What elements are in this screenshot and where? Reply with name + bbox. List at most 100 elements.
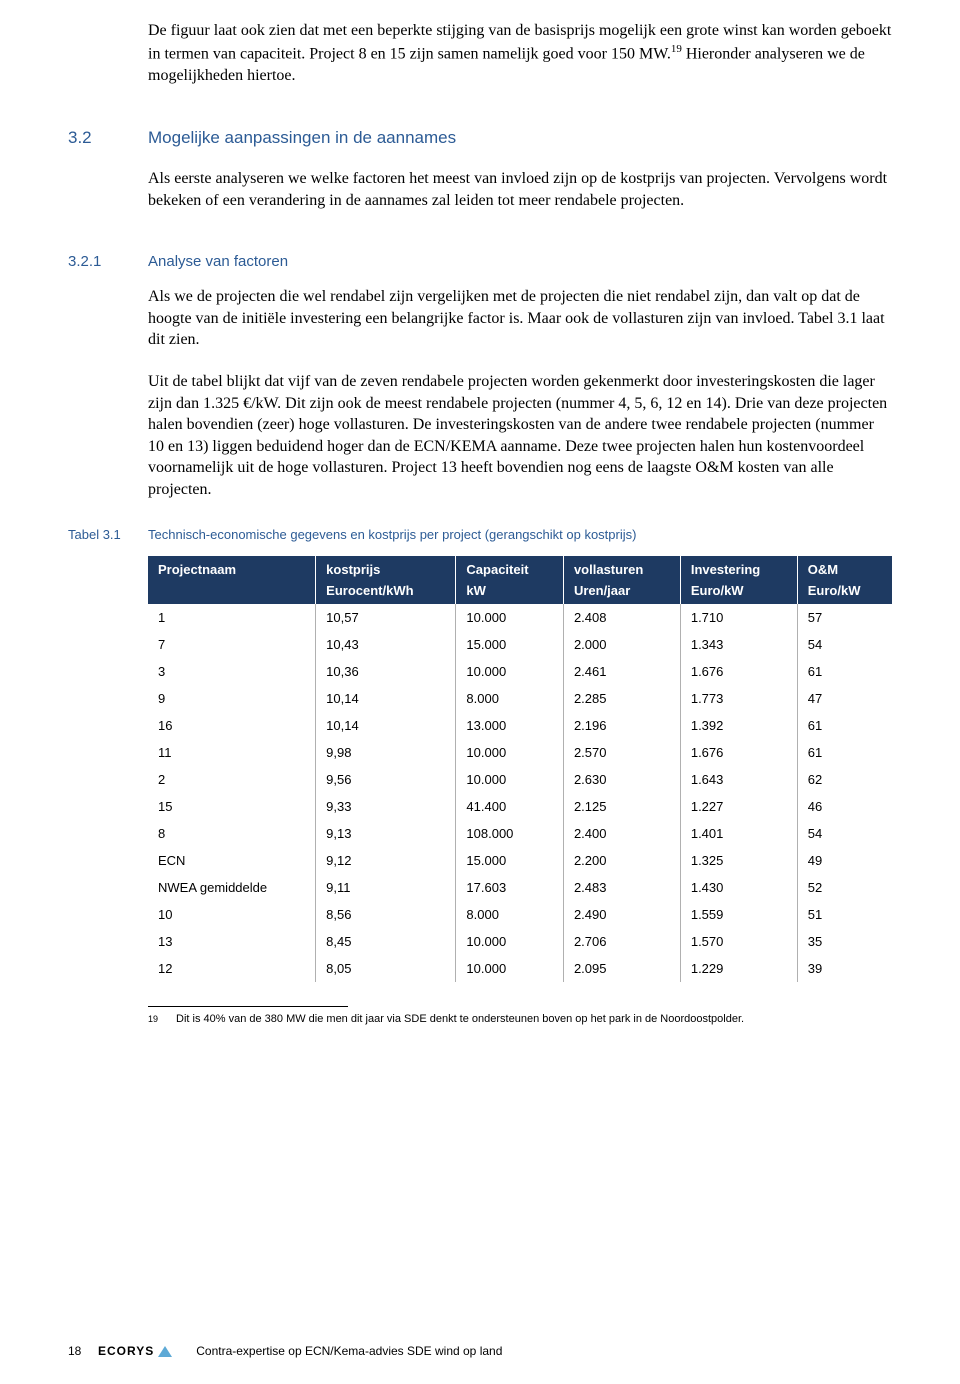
col-unit: Eurocent/kWh [316, 581, 456, 604]
subsection-number: 3.2.1 [68, 253, 148, 270]
document-title: Contra-expertise op ECN/Kema-advies SDE … [196, 1344, 502, 1358]
table-cell: 1.325 [680, 847, 797, 874]
table-cell: 2.400 [563, 820, 680, 847]
table-cell: 8,56 [316, 901, 456, 928]
section-3-2-1-p1: Als we de projecten die wel rendabel zij… [148, 286, 892, 351]
table-cell: 9,13 [316, 820, 456, 847]
logo-text: ECORYS [98, 1344, 154, 1358]
col-unit: Euro/kW [680, 581, 797, 604]
col-header: vollasturen [563, 556, 680, 581]
col-header: Investering [680, 556, 797, 581]
table-cell: 8.000 [456, 685, 564, 712]
page-number: 18 [68, 1344, 98, 1358]
table-cell: 61 [797, 712, 892, 739]
table-row: 89,13108.0002.4001.40154 [148, 820, 892, 847]
section-3-2-1-p2: Uit de tabel blijkt dat vijf van de zeve… [148, 371, 892, 501]
col-header: kostprijs [316, 556, 456, 581]
table-row: 138,4510.0002.7061.57035 [148, 928, 892, 955]
table-row: 110,5710.0002.4081.71057 [148, 604, 892, 631]
table-cell: 1.570 [680, 928, 797, 955]
table-cell: 10.000 [456, 658, 564, 685]
table-cell: 2.095 [563, 955, 680, 982]
table-cell: 8,45 [316, 928, 456, 955]
table-cell: 2.490 [563, 901, 680, 928]
table-caption-num: Tabel 3.1 [68, 527, 148, 542]
table-cell: 46 [797, 793, 892, 820]
page-content: De figuur laat ook zien dat met een bepe… [0, 0, 960, 1025]
table-cell: 54 [797, 820, 892, 847]
table-cell: 2.285 [563, 685, 680, 712]
table-cell: 9,56 [316, 766, 456, 793]
table-cell: 12 [148, 955, 316, 982]
table-row: 159,3341.4002.1251.22746 [148, 793, 892, 820]
col-header: Projectnaam [148, 556, 316, 581]
table-cell: 1.392 [680, 712, 797, 739]
table-cell: 15 [148, 793, 316, 820]
table-cell: 1.227 [680, 793, 797, 820]
table-header-row: Projectnaam kostprijs Capaciteit vollast… [148, 556, 892, 581]
section-title: Mogelijke aanpassingen in de aannames [148, 128, 456, 148]
table-caption-text: Technisch-economische gegevens en kostpr… [148, 527, 636, 542]
table-cell: 1.430 [680, 874, 797, 901]
table-cell: 11 [148, 739, 316, 766]
table-cell: 2 [148, 766, 316, 793]
table-cell: 2.196 [563, 712, 680, 739]
table-cell: 2.461 [563, 658, 680, 685]
table-cell: 2.630 [563, 766, 680, 793]
table-row: 108,568.0002.4901.55951 [148, 901, 892, 928]
table-cell: 8 [148, 820, 316, 847]
table-cell: 3 [148, 658, 316, 685]
table-cell: 13.000 [456, 712, 564, 739]
table-cell: 41.400 [456, 793, 564, 820]
intro-paragraph: De figuur laat ook zien dat met een bepe… [148, 20, 892, 86]
table-row: 119,9810.0002.5701.67661 [148, 739, 892, 766]
table-cell: 35 [797, 928, 892, 955]
table-cell: 9,33 [316, 793, 456, 820]
col-unit: Euro/kW [797, 581, 892, 604]
table-units-row: Eurocent/kWh kW Uren/jaar Euro/kW Euro/k… [148, 581, 892, 604]
table-cell: 2.125 [563, 793, 680, 820]
subsection-title: Analyse van factoren [148, 253, 288, 270]
footnote-ref-19: 19 [671, 43, 682, 55]
col-header: Capaciteit [456, 556, 564, 581]
table-cell: 49 [797, 847, 892, 874]
table-cell: 9 [148, 685, 316, 712]
section-number: 3.2 [68, 128, 148, 148]
table-row: NWEA gemiddelde9,1117.6032.4831.43052 [148, 874, 892, 901]
table-cell: 10 [148, 901, 316, 928]
table-cell: 10.000 [456, 604, 564, 631]
table-cell: 57 [797, 604, 892, 631]
table-row: 29,5610.0002.6301.64362 [148, 766, 892, 793]
table-cell: 15.000 [456, 847, 564, 874]
table-cell: 10.000 [456, 739, 564, 766]
table-cell: 2.570 [563, 739, 680, 766]
table-cell: 1.773 [680, 685, 797, 712]
table-cell: 2.408 [563, 604, 680, 631]
section-3-2-paragraph: Als eerste analyseren we welke factoren … [148, 168, 892, 211]
table-cell: 61 [797, 739, 892, 766]
table-cell: 10,36 [316, 658, 456, 685]
table-cell: 2.706 [563, 928, 680, 955]
footnote-number: 19 [148, 1013, 176, 1025]
table-cell: 10,14 [316, 712, 456, 739]
ecorys-logo: ECORYS [98, 1344, 172, 1358]
table-row: 128,0510.0002.0951.22939 [148, 955, 892, 982]
footnote-19: 19 Dit is 40% van de 380 MW die men dit … [148, 1013, 892, 1025]
table-cell: 9,12 [316, 847, 456, 874]
table-cell: 1.343 [680, 631, 797, 658]
table-cell: 2.000 [563, 631, 680, 658]
table-cell: NWEA gemiddelde [148, 874, 316, 901]
table-cell: 1.559 [680, 901, 797, 928]
section-3-2-heading: 3.2 Mogelijke aanpassingen in de aanname… [68, 128, 892, 148]
table-cell: 10,57 [316, 604, 456, 631]
col-unit: kW [456, 581, 564, 604]
table-body: 110,5710.0002.4081.71057710,4315.0002.00… [148, 604, 892, 982]
col-header: O&M [797, 556, 892, 581]
table-cell: 108.000 [456, 820, 564, 847]
table-row: 310,3610.0002.4611.67661 [148, 658, 892, 685]
table-cell: 51 [797, 901, 892, 928]
table-cell: 2.483 [563, 874, 680, 901]
table-cell: 13 [148, 928, 316, 955]
table-cell: 1.710 [680, 604, 797, 631]
table-cell: 1.401 [680, 820, 797, 847]
